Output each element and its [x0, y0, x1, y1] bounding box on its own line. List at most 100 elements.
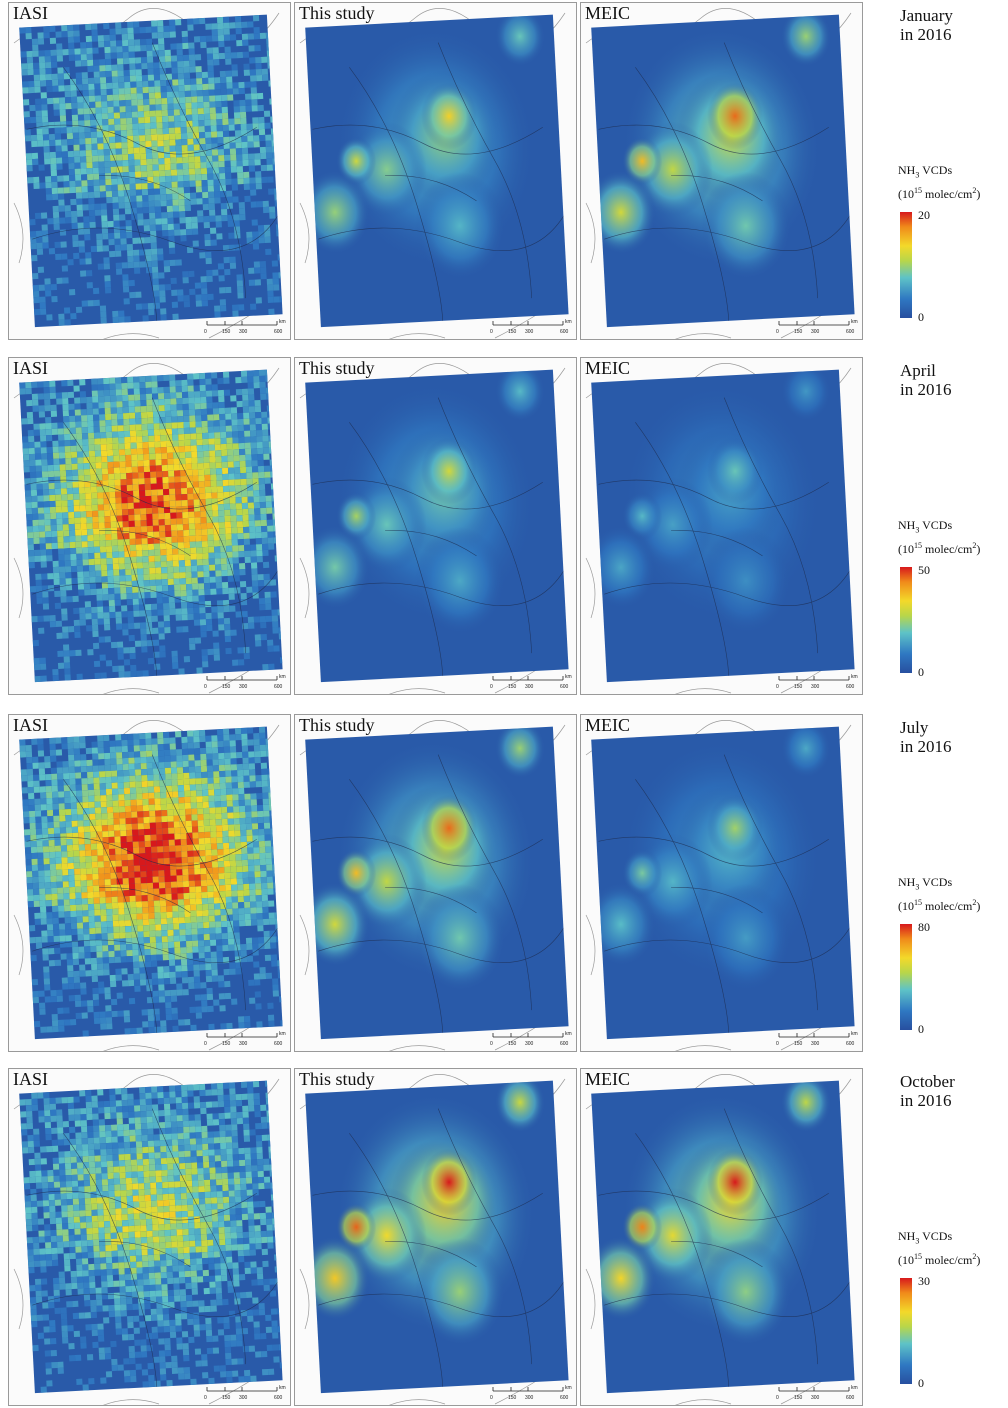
- month-year: in 2016: [900, 380, 951, 399]
- map-svg: 0 150 300 600 km: [581, 358, 863, 695]
- colorbar: [900, 212, 912, 318]
- scale-tick-label: 0: [204, 1041, 207, 1047]
- colorbar-max-label: 20: [918, 208, 930, 223]
- data-domain: [19, 14, 286, 327]
- scale-tick-label: 300: [239, 329, 248, 335]
- data-domain: [581, 717, 855, 1040]
- colorbar: [900, 1278, 912, 1384]
- panel-label: MEIC: [585, 715, 630, 735]
- data-domain: [295, 1071, 569, 1394]
- colorbar: [900, 567, 912, 673]
- colorbar-min-label: 0: [918, 310, 924, 325]
- scale-tick-label: 600: [274, 1041, 283, 1047]
- scale-unit-label: km: [851, 1385, 858, 1391]
- scale-unit-label: km: [279, 674, 286, 680]
- scale-tick-label: 0: [204, 1395, 207, 1401]
- scale-tick-label: 600: [560, 684, 569, 690]
- scale-tick-label: 150: [794, 1395, 803, 1401]
- data-domain: [19, 726, 286, 1039]
- scale-tick-label: 300: [811, 684, 820, 690]
- scale-tick-label: 600: [846, 684, 855, 690]
- scale-unit-label: km: [851, 1031, 858, 1037]
- panel-label: MEIC: [585, 1069, 630, 1089]
- scale-tick-label: 600: [274, 329, 283, 335]
- colorbar-min-label: 0: [918, 665, 924, 680]
- scale-unit-label: km: [565, 319, 572, 325]
- scale-unit-label: km: [279, 1031, 286, 1037]
- scale-tick-label: 300: [525, 329, 534, 335]
- scale-tick-label: 150: [794, 329, 803, 335]
- scale-tick-label: 600: [560, 1395, 569, 1401]
- scale-tick-label: 0: [490, 329, 493, 335]
- scale-tick-label: 150: [222, 329, 231, 335]
- scale-unit-label: km: [851, 674, 858, 680]
- panel-label: IASI: [13, 358, 48, 378]
- scale-tick-label: 0: [490, 1395, 493, 1401]
- data-domain: [295, 5, 569, 328]
- scale-tick-label: 0: [776, 1395, 779, 1401]
- month-name: October: [900, 1072, 955, 1091]
- scale-tick-label: 0: [204, 684, 207, 690]
- scale-tick-label: 150: [794, 684, 803, 690]
- panel-label: IASI: [13, 3, 48, 23]
- data-domain: [581, 1071, 855, 1394]
- scale-tick-label: 600: [560, 329, 569, 335]
- panel-label: This study: [299, 3, 375, 23]
- scale-tick-label: 0: [776, 1041, 779, 1047]
- scale-tick-label: 150: [508, 1395, 517, 1401]
- month-year: in 2016: [900, 1091, 951, 1110]
- scale-tick-label: 150: [222, 1395, 231, 1401]
- scale-unit-label: km: [565, 1031, 572, 1037]
- colorbar-max-label: 50: [918, 563, 930, 578]
- month-year: in 2016: [900, 737, 951, 756]
- panel-label: MEIC: [585, 358, 630, 378]
- scale-tick-label: 0: [776, 684, 779, 690]
- scale-unit-label: km: [279, 1385, 286, 1391]
- scale-tick-label: 600: [274, 684, 283, 690]
- scale-tick-label: 300: [811, 329, 820, 335]
- scale-tick-label: 0: [490, 684, 493, 690]
- colorbar: [900, 924, 912, 1030]
- colorbar-max-label: 30: [918, 1274, 930, 1289]
- scale-tick-label: 0: [776, 329, 779, 335]
- panel-label: IASI: [13, 715, 48, 735]
- scale-tick-label: 0: [490, 1041, 493, 1047]
- panel-label: This study: [299, 358, 375, 378]
- scale-tick-label: 600: [846, 1395, 855, 1401]
- month-name: January: [900, 6, 953, 25]
- scale-tick-label: 300: [811, 1041, 820, 1047]
- panel-label: IASI: [13, 1069, 48, 1089]
- month-name: April: [900, 361, 936, 380]
- scale-unit-label: km: [279, 319, 286, 325]
- colorbar-min-label: 0: [918, 1376, 924, 1391]
- month-year: in 2016: [900, 25, 951, 44]
- scale-tick-label: 300: [239, 1041, 248, 1047]
- data-domain: [581, 5, 855, 328]
- colorbar-max-label: 80: [918, 920, 930, 935]
- scale-tick-label: 600: [846, 1041, 855, 1047]
- colorbar-title: NH3 VCDs(1015 molec/cm2): [898, 162, 980, 202]
